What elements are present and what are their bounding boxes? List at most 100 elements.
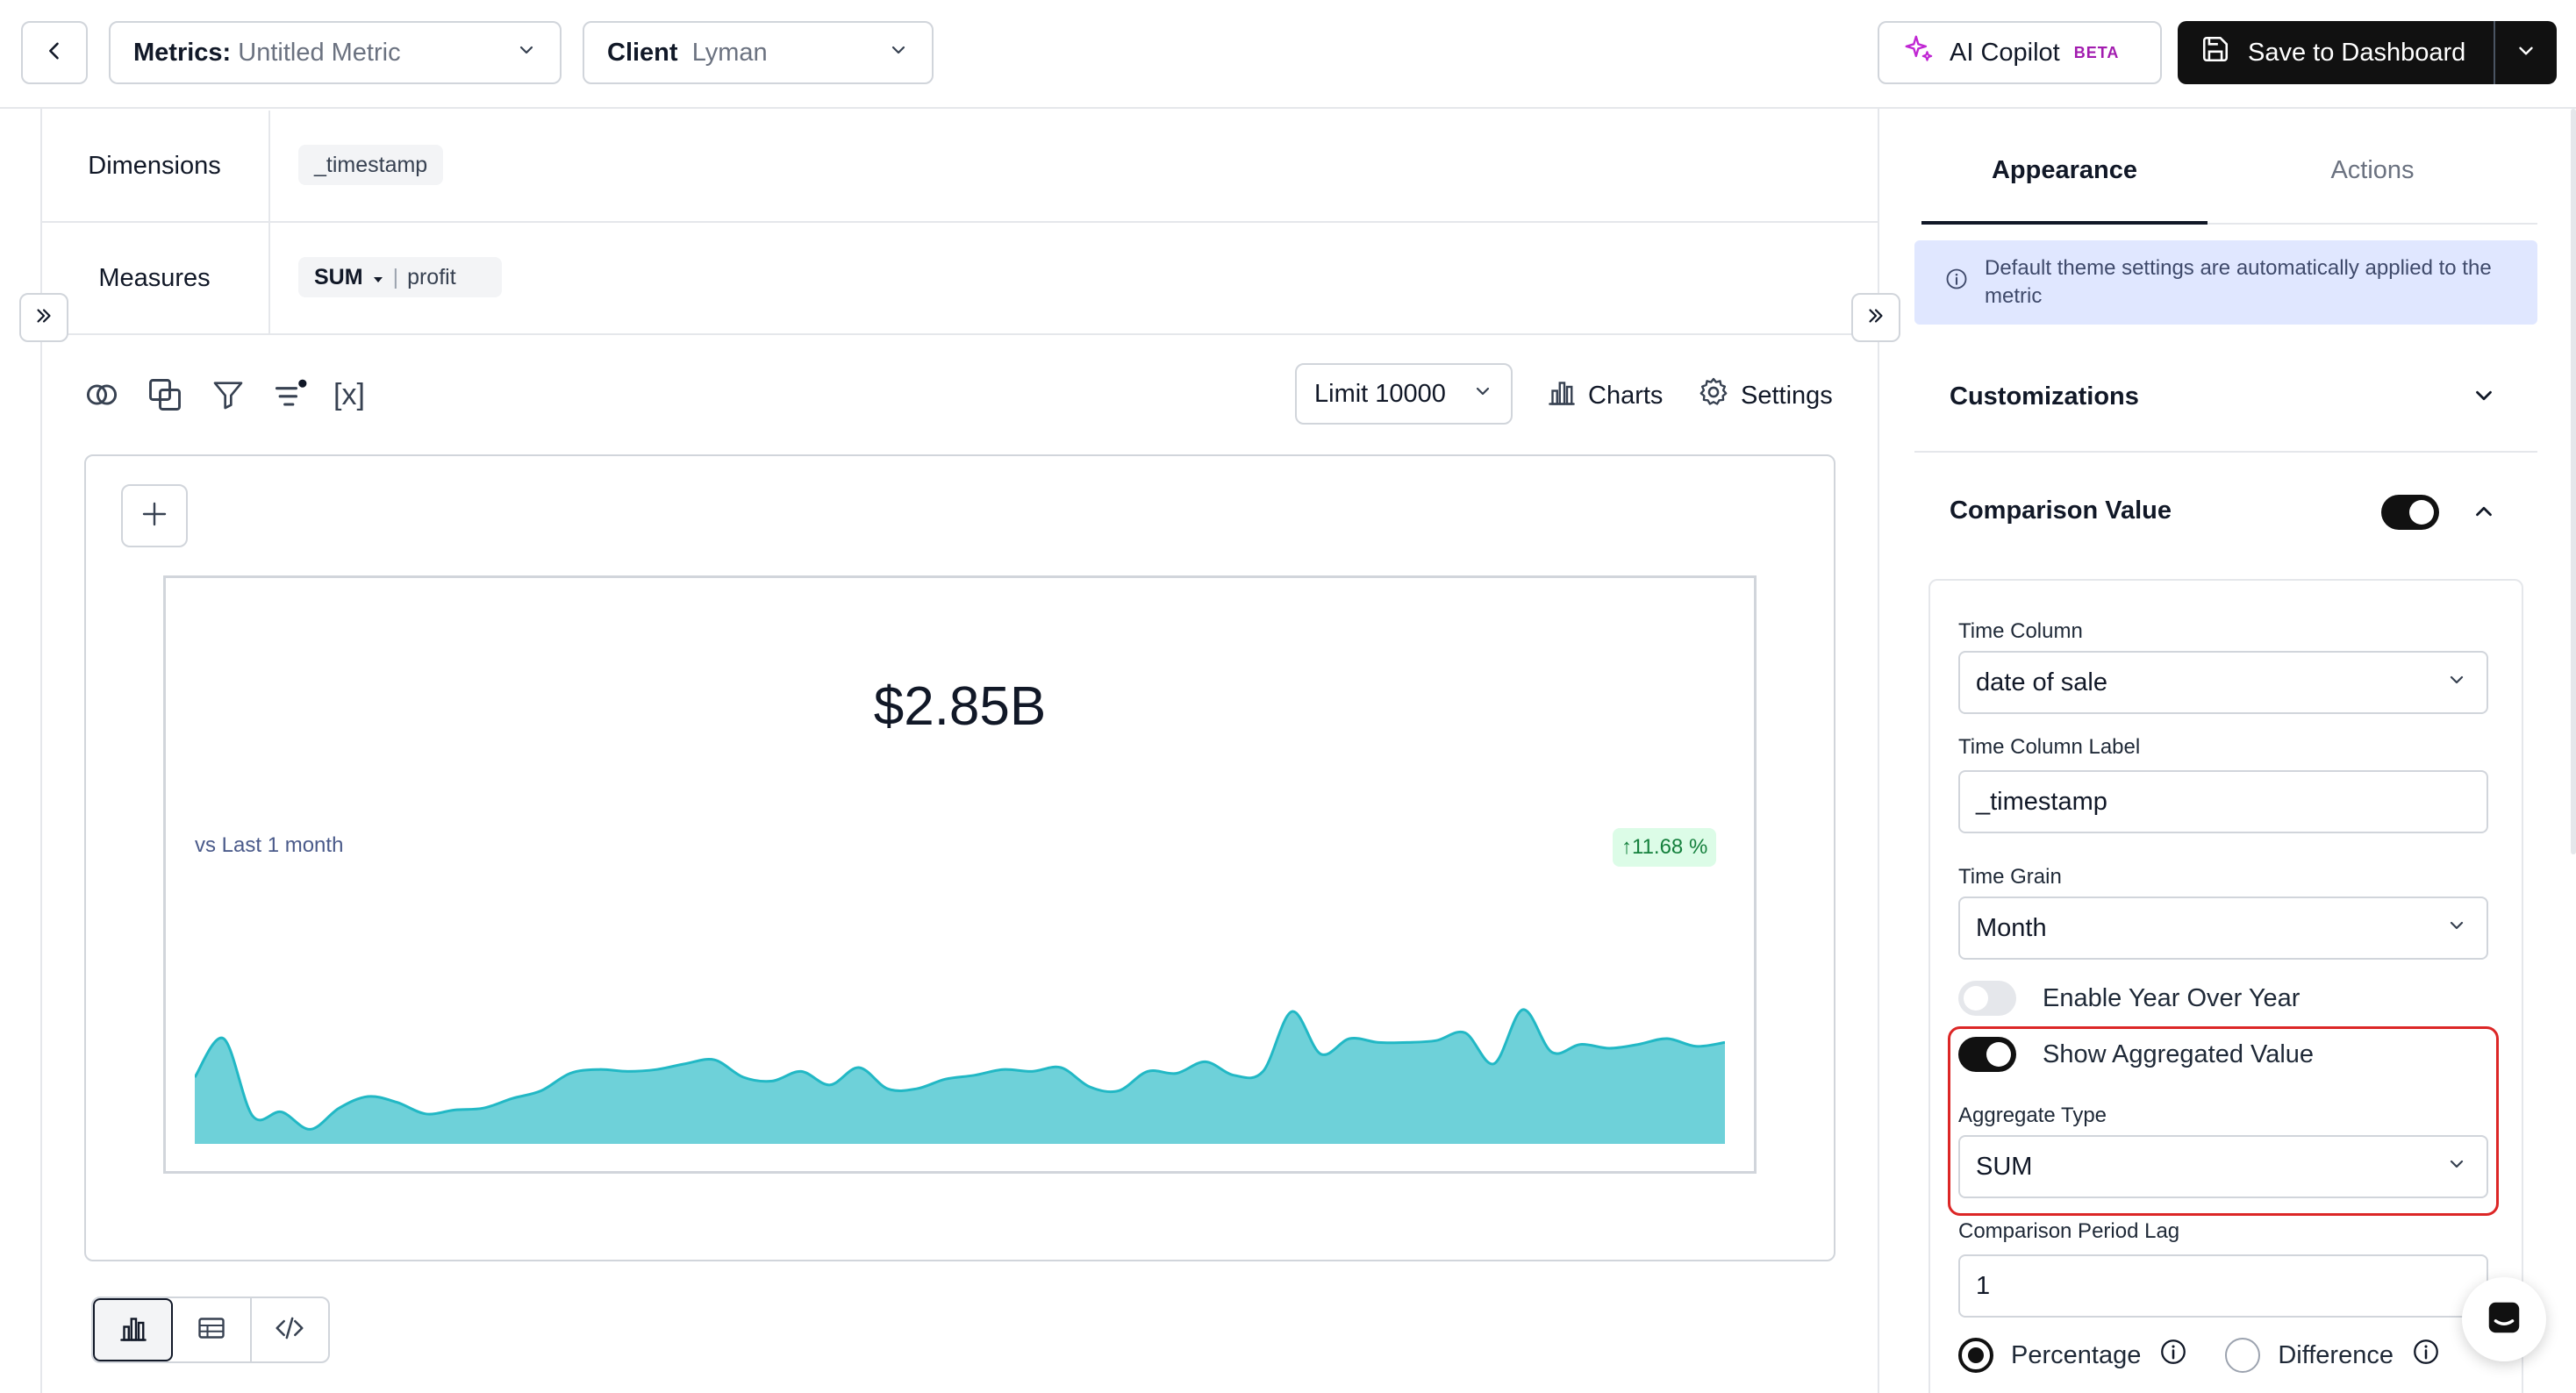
info-icon: [1944, 267, 1969, 299]
measure-chip[interactable]: SUM | profit: [298, 257, 502, 297]
comparison-label: vs Last 1 month: [195, 833, 344, 857]
save-to-dashboard-button[interactable]: Save to Dashboard: [2178, 21, 2494, 84]
time-column-label-input[interactable]: _timestamp: [1958, 770, 2488, 833]
comparison-value-toggle[interactable]: [2381, 495, 2439, 530]
add-button[interactable]: [121, 484, 188, 547]
comparison-mode-row: Percentage Difference: [1958, 1337, 2441, 1374]
aggregate-type-label: Aggregate Type: [1958, 1104, 2107, 1127]
change-badge: ↑11.68 %: [1613, 828, 1717, 867]
table-icon: [196, 1312, 227, 1348]
toggle-knob: [2409, 500, 2434, 525]
customizations-header[interactable]: Customizations: [1950, 382, 2139, 411]
plus-icon: [139, 498, 170, 534]
comparison-period-lag-value: 1: [1976, 1271, 1991, 1300]
chevrons-right-icon: [32, 304, 55, 332]
gear-icon: [1697, 375, 1730, 416]
area-chart: [195, 1008, 1725, 1144]
aggregate-type-select[interactable]: SUM: [1958, 1135, 2488, 1198]
back-button[interactable]: [21, 21, 88, 84]
scrollbar[interactable]: [2571, 109, 2576, 854]
chat-icon: [2484, 1297, 2524, 1342]
measure-aggregation[interactable]: SUM: [314, 264, 363, 289]
time-column-label-value: _timestamp: [1976, 787, 2107, 816]
client-value: Lyman: [691, 38, 768, 67]
sparkles-icon: [1902, 32, 1936, 73]
time-grain-select[interactable]: Month: [1958, 897, 2488, 960]
limit-label: Limit 10000: [1314, 379, 1446, 408]
chevron-down-icon: [2446, 1153, 2467, 1182]
metrics-label: Metrics:: [133, 38, 232, 67]
sort-icon[interactable]: [270, 374, 312, 416]
save-icon: [2200, 34, 2230, 71]
table-view-button[interactable]: [173, 1298, 252, 1361]
ai-copilot-button[interactable]: AI Copilot BETA: [1878, 21, 2162, 84]
dimensions-label: Dimensions: [88, 151, 221, 180]
time-column-label: Time Column: [1958, 619, 2083, 643]
dimension-chip[interactable]: _timestamp: [298, 145, 444, 185]
join-icon[interactable]: [81, 374, 123, 416]
divider: [1914, 451, 2537, 453]
measures-label: Measures: [98, 263, 211, 292]
bar-chart-icon: [118, 1312, 149, 1348]
highlight-box: [1948, 1026, 2499, 1216]
chevron-up-icon[interactable]: [2471, 498, 2497, 529]
client-label: Client: [607, 38, 678, 67]
dimension-chip-label: _timestamp: [314, 152, 428, 177]
chip-separator: |: [392, 264, 399, 289]
chevron-down-icon: [1472, 380, 1493, 409]
difference-radio[interactable]: [2225, 1338, 2261, 1373]
bar-chart-icon: [1546, 376, 1578, 415]
comparison-period-lag-label: Comparison Period Lag: [1958, 1219, 2180, 1243]
info-banner: Default theme settings are automatically…: [1914, 240, 2537, 325]
chat-support-button[interactable]: [2462, 1277, 2546, 1361]
charts-button[interactable]: Charts: [1546, 375, 1663, 416]
metrics-value: Untitled Metric: [238, 38, 401, 67]
chevron-down-icon: [516, 39, 537, 68]
chevron-down-icon: [2515, 39, 2537, 67]
info-icon[interactable]: [2411, 1337, 2441, 1374]
time-column-select[interactable]: date of sale: [1958, 651, 2488, 714]
year-over-year-toggle[interactable]: [1958, 981, 2016, 1016]
show-aggregated-toggle[interactable]: [1958, 1037, 2016, 1072]
info-text: Default theme settings are automatically…: [1985, 256, 2492, 308]
charts-label: Charts: [1588, 381, 1664, 410]
save-options-button[interactable]: [2495, 21, 2557, 84]
tab-divider: [1921, 223, 2537, 225]
caret-down-icon: [372, 265, 384, 290]
divider: [40, 333, 1879, 335]
comparison-value-header: Comparison Value: [1950, 496, 2172, 525]
expand-left-button[interactable]: [19, 293, 68, 342]
percentage-label: Percentage: [2011, 1340, 2142, 1369]
expand-right-button[interactable]: [1851, 293, 1900, 342]
show-aggregated-label: Show Aggregated Value: [2043, 1039, 2315, 1068]
time-column-value: date of sale: [1976, 668, 2107, 696]
client-dropdown[interactable]: Client Lyman: [583, 21, 934, 84]
comparison-period-lag-input[interactable]: 1: [1958, 1254, 2488, 1318]
info-icon[interactable]: [2158, 1337, 2188, 1374]
limit-dropdown[interactable]: Limit 10000: [1295, 363, 1513, 425]
tab-appearance[interactable]: Appearance: [1991, 155, 2137, 184]
union-icon[interactable]: [144, 374, 186, 416]
metric-value: $2.85B: [873, 676, 1047, 737]
difference-label: Difference: [2278, 1340, 2394, 1369]
percentage-radio[interactable]: [1958, 1338, 1993, 1373]
metrics-dropdown[interactable]: Metrics: Untitled Metric: [109, 21, 562, 84]
filter-icon[interactable]: [207, 374, 249, 416]
view-toggle: [91, 1297, 330, 1363]
comparison-settings-card: [1928, 579, 2523, 1393]
time-grain-value: Month: [1976, 913, 2047, 942]
chart-view-button[interactable]: [93, 1298, 174, 1361]
tab-actions[interactable]: Actions: [2330, 155, 2415, 184]
editor-frame: [40, 109, 1879, 1393]
code-view-button[interactable]: [252, 1298, 328, 1361]
settings-button[interactable]: Settings: [1697, 375, 1833, 416]
chevron-down-icon[interactable]: [2471, 382, 2497, 413]
aggregate-type-value: SUM: [1976, 1152, 2033, 1181]
series-line: [195, 1008, 1725, 1131]
year-over-year-row: Enable Year Over Year: [1958, 981, 2300, 1016]
divider: [2494, 21, 2495, 84]
time-column-label-label: Time Column Label: [1958, 735, 2141, 759]
variables-button[interactable]: [x]: [333, 377, 365, 411]
chevron-down-icon: [2446, 914, 2467, 943]
show-aggregated-row: Show Aggregated Value: [1958, 1037, 2314, 1072]
